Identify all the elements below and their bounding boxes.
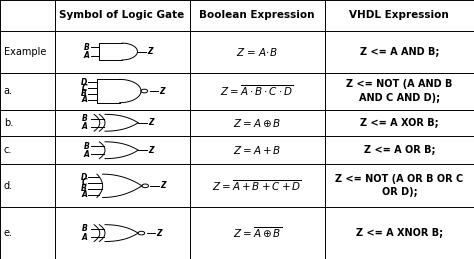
Text: Example: Example [4, 47, 46, 56]
Text: C: C [82, 84, 87, 93]
Text: $Z = \overline{A \cdot B \cdot C \cdot D}$: $Z = \overline{A \cdot B \cdot C \cdot D… [220, 84, 294, 98]
Text: B: B [81, 89, 87, 98]
Text: B: B [81, 184, 87, 193]
Text: Z: Z [160, 181, 166, 190]
Text: B: B [82, 224, 88, 233]
Text: Z: Z [147, 47, 153, 56]
Text: $Z = A + B$: $Z = A + B$ [233, 144, 282, 156]
Text: Z: Z [156, 229, 162, 238]
Text: Boolean Expression: Boolean Expression [200, 10, 315, 20]
Text: a.: a. [4, 86, 13, 96]
Text: A: A [81, 95, 87, 104]
Text: Z: Z [148, 146, 154, 155]
Text: d.: d. [4, 181, 13, 191]
Text: B: B [83, 141, 90, 150]
Text: Z: Z [159, 87, 165, 96]
Text: $Z = \overline{A \oplus B}$: $Z = \overline{A \oplus B}$ [233, 226, 282, 240]
Text: Z <= A XNOR B;: Z <= A XNOR B; [356, 228, 443, 238]
Text: b.: b. [4, 118, 13, 128]
Text: C: C [82, 178, 87, 188]
Text: Z <= A OR B;: Z <= A OR B; [364, 145, 435, 155]
Text: $Z = \overline{A + B + C + D}$: $Z = \overline{A + B + C + D}$ [212, 178, 302, 193]
Text: Symbol of Logic Gate: Symbol of Logic Gate [59, 10, 185, 20]
Text: c.: c. [4, 145, 12, 155]
Text: A: A [83, 150, 90, 159]
Text: A: A [83, 51, 90, 60]
Text: Z <= NOT (A OR B OR C
OR D);: Z <= NOT (A OR B OR C OR D); [335, 174, 464, 197]
Text: Z <= A XOR B;: Z <= A XOR B; [360, 118, 438, 128]
Text: B: B [82, 114, 88, 123]
Text: VHDL Expression: VHDL Expression [349, 10, 449, 20]
Text: $\mathit{Z}$ = $\mathit{A}$$\cdot$$\mathit{B}$: $\mathit{Z}$ = $\mathit{A}$$\cdot$$\math… [237, 46, 278, 57]
Text: D: D [81, 172, 87, 182]
Text: B: B [83, 43, 90, 52]
Text: $Z = A \oplus B$: $Z = A \oplus B$ [233, 117, 282, 129]
Text: Z <= NOT (A AND B
AND C AND D);: Z <= NOT (A AND B AND C AND D); [346, 80, 453, 103]
Text: Z: Z [148, 118, 154, 127]
Text: D: D [81, 78, 87, 87]
Text: A: A [82, 233, 88, 242]
Text: A: A [81, 190, 87, 199]
Text: Z <= A AND B;: Z <= A AND B; [360, 47, 439, 56]
Text: A: A [82, 123, 88, 132]
Text: e.: e. [4, 228, 13, 238]
